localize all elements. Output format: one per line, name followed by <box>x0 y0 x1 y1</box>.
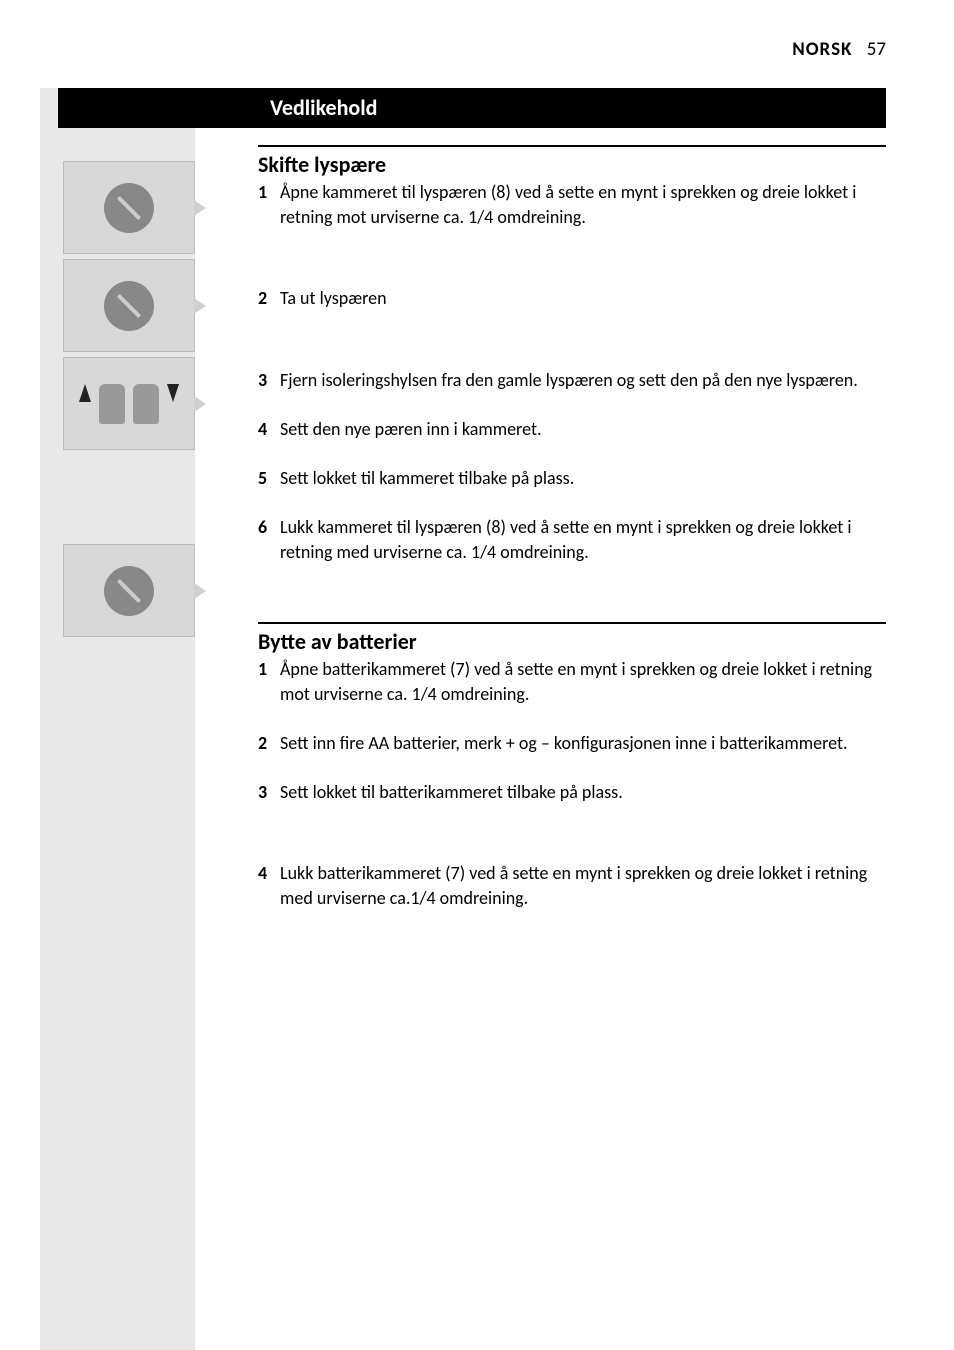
step-text: Sett inn fire AA batterier, merk + og – … <box>280 731 886 756</box>
step-text: Åpne kammeret til lyspæren (8) ved å set… <box>280 180 886 230</box>
step-item: 5 Sett lokket til kammeret tilbake på pl… <box>258 466 886 491</box>
step-text: Ta ut lyspæren <box>280 286 886 311</box>
section-title: Vedlikehold <box>258 88 886 128</box>
step-number: 3 <box>258 780 280 805</box>
arrow-down-icon <box>167 384 179 402</box>
step-number: 1 <box>258 180 280 205</box>
step-item: 1 Åpne batterikammeret (7) ved å sette e… <box>258 657 886 707</box>
language-label: NORSK <box>792 38 852 61</box>
step-item: 4 Lukk batterikammeret (7) ved å sette e… <box>258 861 886 911</box>
step-number: 4 <box>258 417 280 442</box>
step-text: Lukk batterikammeret (7) ved å sette en … <box>280 861 886 911</box>
step-image-1 <box>63 161 195 254</box>
step-image-3 <box>63 357 195 450</box>
coin-icon <box>104 183 154 233</box>
bulb-icon <box>133 384 159 424</box>
step-number: 2 <box>258 286 280 311</box>
step-text: Sett lokket til kammeret tilbake på plas… <box>280 466 886 491</box>
main-content: Skifte lyspære 1 Åpne kammeret til lyspæ… <box>258 145 886 936</box>
step-text: Sett lokket til batterikammeret tilbake … <box>280 780 886 805</box>
step-text: Fjern isoleringshylsen fra den gamle lys… <box>280 368 886 393</box>
bulb-swap-icon <box>79 384 179 424</box>
subsection-title-2: Bytte av batterier <box>258 622 886 655</box>
step-item: 3 Fjern isoleringshylsen fra den gamle l… <box>258 368 886 393</box>
step-text: Lukk kammeret til lyspæren (8) ved å set… <box>280 515 886 565</box>
step-text: Sett den nye pæren inn i kammeret. <box>280 417 886 442</box>
bulb-icon <box>99 384 125 424</box>
triangle-icon <box>194 396 206 412</box>
step-number: 2 <box>258 731 280 756</box>
step-number: 5 <box>258 466 280 491</box>
triangle-icon <box>194 200 206 216</box>
step-image-4 <box>63 544 195 637</box>
triangle-icon <box>194 298 206 314</box>
step-number: 6 <box>258 515 280 540</box>
coin-icon <box>104 566 154 616</box>
step-number: 4 <box>258 861 280 886</box>
step-image-2 <box>63 259 195 352</box>
arrow-up-icon <box>79 384 91 402</box>
bulb-remove-icon <box>104 281 154 331</box>
step-item: 1 Åpne kammeret til lyspæren (8) ved å s… <box>258 180 886 230</box>
page-header: NORSK 57 <box>0 0 954 61</box>
step-item: 3 Sett lokket til batterikammeret tilbak… <box>258 780 886 805</box>
step-item: 6 Lukk kammeret til lyspæren (8) ved å s… <box>258 515 886 565</box>
step-text: Åpne batterikammeret (7) ved å sette en … <box>280 657 886 707</box>
section-bar-left <box>58 88 258 128</box>
step-item: 4 Sett den nye pæren inn i kammeret. <box>258 417 886 442</box>
section-2: Bytte av batterier 1 Åpne batterikammere… <box>258 622 886 912</box>
step-item: 2 Sett inn fire AA batterier, merk + og … <box>258 731 886 756</box>
step-number: 3 <box>258 368 280 393</box>
step-number: 1 <box>258 657 280 682</box>
page-number: 57 <box>867 38 886 61</box>
triangle-icon <box>194 583 206 599</box>
subsection-title-1: Skifte lyspære <box>258 145 886 178</box>
step-item: 2 Ta ut lyspæren <box>258 286 886 311</box>
